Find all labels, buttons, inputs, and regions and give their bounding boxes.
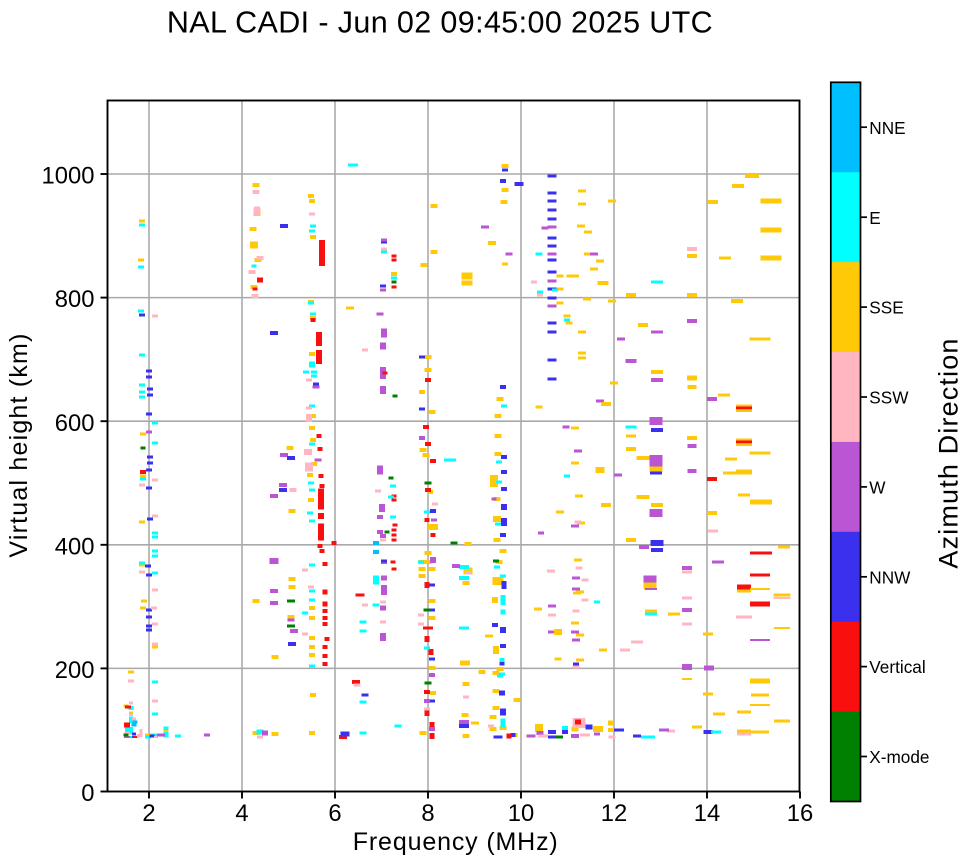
- svg-text:X-mode: X-mode: [869, 747, 929, 767]
- svg-text:Vertical: Vertical: [869, 657, 925, 677]
- svg-text:NNW: NNW: [869, 567, 911, 587]
- svg-text:2: 2: [142, 800, 155, 827]
- svg-text:600: 600: [55, 410, 95, 437]
- svg-text:W: W: [869, 478, 886, 498]
- svg-text:8: 8: [421, 800, 434, 827]
- svg-text:SSE: SSE: [869, 298, 903, 318]
- svg-text:NAL CADI - Jun 02 09:45:00 202: NAL CADI - Jun 02 09:45:00 2025 UTC: [167, 6, 713, 40]
- svg-text:10: 10: [508, 800, 534, 827]
- svg-text:1000: 1000: [42, 163, 95, 190]
- svg-text:NNE: NNE: [869, 118, 905, 138]
- svg-text:6: 6: [328, 800, 341, 827]
- svg-text:12: 12: [601, 800, 627, 827]
- svg-text:200: 200: [55, 657, 95, 684]
- svg-text:400: 400: [55, 533, 95, 560]
- svg-text:4: 4: [235, 800, 248, 827]
- svg-text:Azimuth Direction: Azimuth Direction: [934, 337, 964, 568]
- svg-text:800: 800: [55, 286, 95, 313]
- svg-text:E: E: [869, 208, 880, 228]
- svg-text:Virtual height (km): Virtual height (km): [5, 332, 33, 557]
- svg-text:0: 0: [81, 780, 94, 807]
- svg-text:Frequency (MHz): Frequency (MHz): [353, 828, 559, 856]
- svg-text:16: 16: [787, 800, 813, 827]
- svg-text:SSW: SSW: [869, 388, 909, 408]
- svg-text:14: 14: [694, 800, 720, 827]
